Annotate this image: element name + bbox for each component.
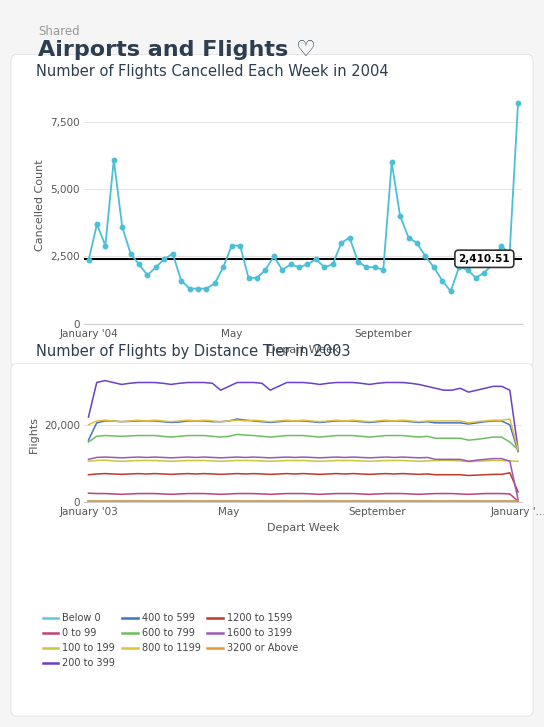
Text: Airports and Flights ♡: Airports and Flights ♡ <box>38 40 316 60</box>
Legend: Below 0, 0 to 99, 100 to 199, 200 to 399, 400 to 599, 600 to 799, 800 to 1199, 1: Below 0, 0 to 99, 100 to 199, 200 to 399… <box>43 614 298 668</box>
Text: Number of Flights Cancelled Each Week in 2004: Number of Flights Cancelled Each Week in… <box>36 64 389 79</box>
Text: Shared: Shared <box>38 25 80 38</box>
X-axis label: Depart Week: Depart Week <box>267 345 339 355</box>
Text: Number of Flights by Distance Tier in 2003: Number of Flights by Distance Tier in 20… <box>36 344 351 359</box>
Text: 2,410.51: 2,410.51 <box>459 254 510 264</box>
Y-axis label: Flights: Flights <box>29 416 39 453</box>
Y-axis label: Cancelled Count: Cancelled Count <box>35 159 45 252</box>
X-axis label: Depart Week: Depart Week <box>267 523 339 533</box>
